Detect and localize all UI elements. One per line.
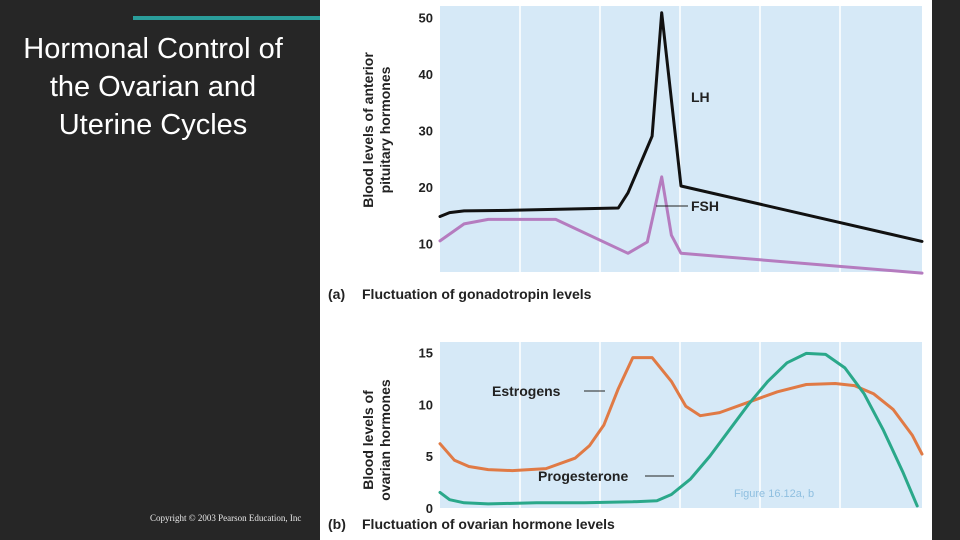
figure-panel: 10 20 30 40 50 Blood levels of anterior pituit… — [320, 0, 932, 540]
y-tick-label-b-5: 5 — [426, 449, 433, 464]
series-label-lh: LH — [691, 89, 710, 105]
panel-title-a: Fluctuation of gonadotropin levels — [362, 286, 592, 302]
copyright-notice: Copyright © 2003 Pearson Education, Inc — [150, 513, 302, 523]
y-axis-label-line1-a: Blood levels of anterior — [360, 52, 376, 208]
panel-letter-b: (b) — [328, 516, 346, 532]
slide-title: Hormonal Control of the Ovarian and Uter… — [23, 33, 283, 141]
plot-area-b — [440, 342, 922, 508]
panel-title-b: Fluctuation of ovarian hormone levels — [362, 516, 615, 532]
y-tick-label-b-15: 15 — [419, 345, 433, 360]
y-tick-label-a-10: 10 — [419, 237, 433, 252]
y-tick-label-a-40: 40 — [419, 67, 433, 82]
series-label-fsh: FSH — [691, 198, 719, 214]
y-axis-label-a: Blood levels of anterior pituitary hormon… — [360, 52, 393, 208]
y-axis-label-line1-b: Blood levels of — [360, 390, 376, 490]
y-axis-label-line2-b: ovarian hormones — [377, 379, 393, 501]
series-line-lh — [438, 11, 924, 243]
y-tick-label-a-30: 30 — [419, 124, 433, 139]
y-axis-label-line2-a: pituitary hormones — [377, 66, 393, 193]
series-label-progesterone: Progesterone — [538, 468, 628, 484]
series-line-fsh — [438, 175, 924, 275]
series-line-estrogens — [438, 356, 924, 473]
y-tick-label-a-20: 20 — [419, 180, 433, 195]
y-tick-label-a-50: 50 — [419, 10, 433, 25]
panel-letter-a: (a) — [328, 286, 345, 302]
plot-area-a — [440, 6, 922, 272]
series-label-estrogens: Estrogens — [492, 383, 561, 399]
series-line-progesterone — [438, 351, 919, 508]
figure-reference: Figure 16.12a, b — [734, 488, 814, 500]
y-tick-label-b-10: 10 — [419, 397, 433, 412]
y-axis-label-b: Blood levels of ovarian hormones — [360, 379, 393, 501]
y-tick-label-b-0: 0 — [426, 501, 433, 516]
accent-line — [133, 16, 323, 20]
